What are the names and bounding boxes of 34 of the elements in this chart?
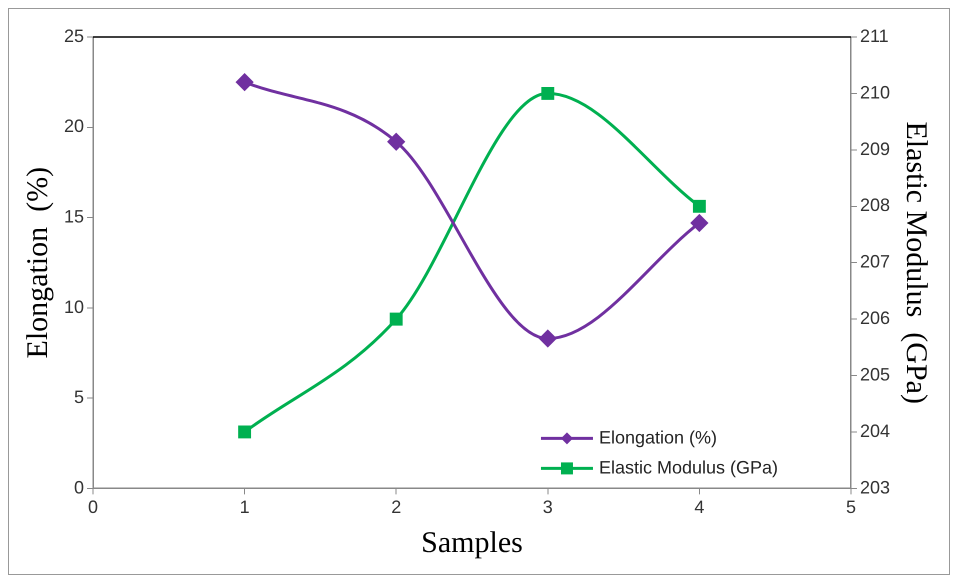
point — [539, 330, 556, 348]
y2-tick-label: 203 — [860, 477, 890, 498]
x-tick-label: 0 — [88, 497, 98, 518]
y2-tick-label: 206 — [860, 308, 890, 328]
point — [690, 214, 708, 232]
y2-tick-label: 208 — [860, 195, 890, 216]
y-tick-label: 15 — [64, 206, 84, 227]
y2-tick-label: 207 — [860, 252, 890, 272]
y2-tick-label: 211 — [860, 26, 889, 46]
y-axis-title: Elongation (%) — [20, 166, 54, 359]
x-axis-title: Samples — [421, 526, 523, 559]
x-tick-label: 3 — [542, 497, 553, 518]
point — [541, 86, 554, 100]
y2-tick-label: 205 — [860, 364, 890, 385]
point — [238, 426, 252, 438]
point — [236, 74, 254, 91]
y-tick-label: 0 — [74, 477, 84, 498]
x-tick-label: 2 — [391, 497, 402, 518]
x-tick-label: 5 — [846, 497, 856, 518]
point — [390, 312, 403, 326]
y2-tick-label: 210 — [860, 82, 890, 102]
y-tick-label: 20 — [64, 116, 84, 136]
y2-tick-label: 209 — [860, 138, 890, 159]
legend-label: Elastic Modulus (GPa) — [598, 457, 778, 478]
y2-axis-title: Elastic Modulus (GPa) — [900, 121, 934, 404]
legend-label: Elongation (%) — [598, 427, 718, 448]
x-tick-label: 1 — [240, 497, 250, 518]
y-tick-label: 25 — [64, 26, 84, 46]
x-tick-label: 4 — [694, 497, 704, 518]
point — [388, 133, 405, 150]
point — [692, 200, 706, 213]
y-tick-label: 5 — [74, 387, 84, 408]
y-tick-label: 10 — [64, 296, 84, 317]
y2-tick-label: 204 — [860, 420, 890, 441]
